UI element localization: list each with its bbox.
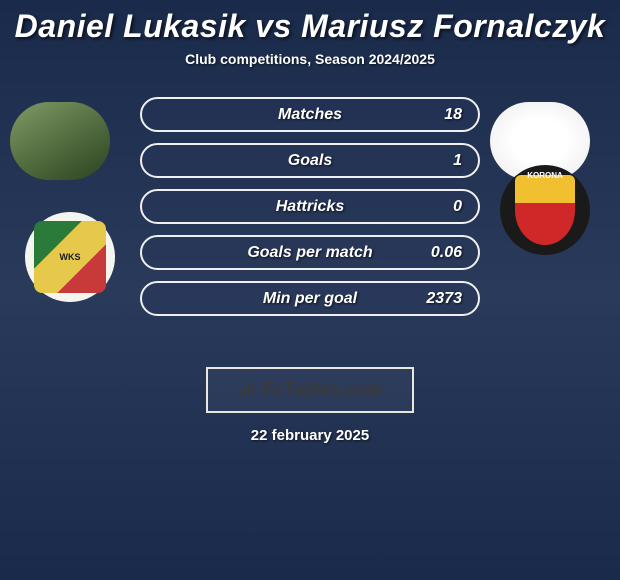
stat-right-value: 0.06 <box>431 244 462 262</box>
comparison-content: WKS KORONA Matches 18 Goals 1 Hattricks … <box>0 97 620 357</box>
club-badge-left-label: WKS <box>60 252 81 262</box>
player-left-photo-placeholder <box>10 102 110 180</box>
stat-row-hattricks: Hattricks 0 <box>140 189 480 224</box>
stat-row-min-per-goal: Min per goal 2373 <box>140 281 480 316</box>
stat-label: Goals per match <box>247 244 372 262</box>
branding-text: FcTables.com <box>262 379 381 399</box>
stat-label: Matches <box>278 106 342 124</box>
stat-right-value: 18 <box>444 106 462 124</box>
club-badge-left-crest: WKS <box>34 221 106 293</box>
club-badge-right-label: KORONA <box>527 171 563 180</box>
player-left-photo <box>10 102 110 180</box>
stats-list: Matches 18 Goals 1 Hattricks 0 Goals per… <box>140 97 480 327</box>
page-subtitle: Club competitions, Season 2024/2025 <box>0 51 620 67</box>
page-title: Daniel Lukasik vs Mariusz Fornalczyk <box>0 8 620 45</box>
club-badge-right: KORONA <box>500 165 590 255</box>
footer-date: 22 february 2025 <box>0 427 620 444</box>
header: Daniel Lukasik vs Mariusz Fornalczyk Clu… <box>0 0 620 67</box>
club-badge-right-crest <box>515 175 575 245</box>
stat-row-matches: Matches 18 <box>140 97 480 132</box>
stat-right-value: 0 <box>453 198 462 216</box>
stat-label: Hattricks <box>276 198 344 216</box>
stat-label: Goals <box>288 152 332 170</box>
stat-right-value: 1 <box>453 152 462 170</box>
stat-right-value: 2373 <box>426 290 462 308</box>
footer: FcTables.com 22 february 2025 <box>0 367 620 444</box>
chart-icon <box>238 380 258 401</box>
club-badge-left: WKS <box>25 212 115 302</box>
stat-row-goals: Goals 1 <box>140 143 480 178</box>
stat-label: Min per goal <box>263 290 357 308</box>
stat-row-goals-per-match: Goals per match 0.06 <box>140 235 480 270</box>
branding-box: FcTables.com <box>206 367 413 413</box>
